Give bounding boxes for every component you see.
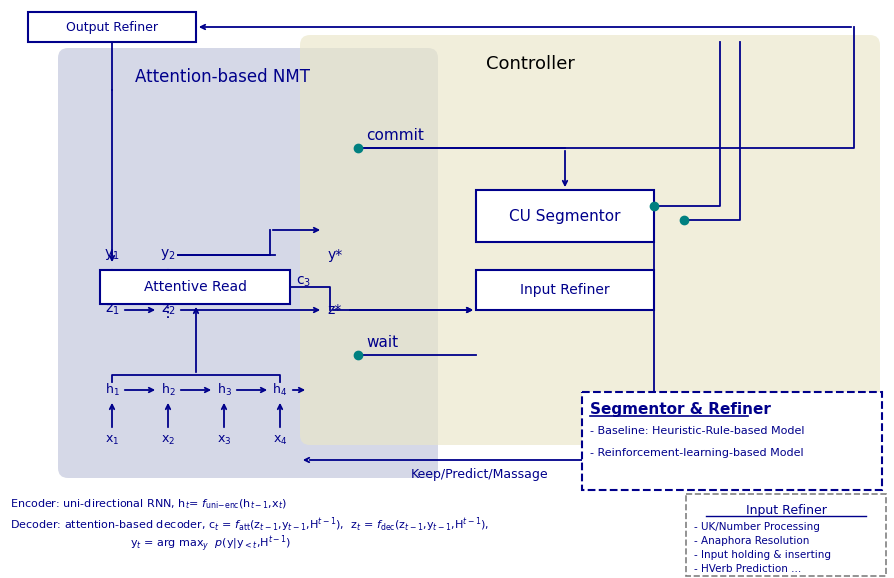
Bar [476,270,654,310]
FancyBboxPatch shape [300,35,880,445]
Text: h$_4$: h$_4$ [273,382,288,398]
Bar [100,270,290,304]
Text: - Anaphora Resolution: - Anaphora Resolution [694,536,809,546]
Text: CU Segmentor: CU Segmentor [510,209,620,224]
Bar [686,494,886,576]
Text: x$_4$: x$_4$ [273,434,287,447]
Text: y$_t$ = arg max$_y$  $p$(y|y$_{<t}$,H$^{t-1}$): y$_t$ = arg max$_y$ $p$(y|y$_{<t}$,H$^{t… [130,533,291,554]
Bar [28,12,196,42]
Text: Input Refiner: Input Refiner [520,283,610,297]
Bar [476,190,654,242]
Text: z$_1$: z$_1$ [105,303,119,317]
Text: Output Refiner: Output Refiner [66,20,158,34]
Text: z*: z* [328,303,342,317]
Text: - Input holding & inserting: - Input holding & inserting [694,550,831,560]
Text: h$_2$: h$_2$ [161,382,175,398]
Text: commit: commit [366,128,424,143]
Text: Attention-based NMT: Attention-based NMT [135,68,310,86]
Text: h$_3$: h$_3$ [216,382,232,398]
Text: y*: y* [327,248,342,262]
Text: x$_3$: x$_3$ [217,434,232,447]
Text: - Reinforcement-learning-based Model: - Reinforcement-learning-based Model [590,448,804,458]
Text: x$_2$: x$_2$ [161,434,175,447]
Text: y$_2$: y$_2$ [160,247,176,262]
Text: c$_3$: c$_3$ [296,275,311,289]
Text: Input Refiner: Input Refiner [746,504,826,517]
Text: x$_1$: x$_1$ [105,434,119,447]
Text: Decoder: attention-based decoder, c$_t$ = $f_{\rm att}$(z$_{t-1}$,y$_{t-1}$,H$^{: Decoder: attention-based decoder, c$_t$ … [10,515,489,533]
Text: y$_1$: y$_1$ [105,247,120,262]
Text: Controller: Controller [485,55,575,73]
Text: h$_1$: h$_1$ [105,382,120,398]
Text: - UK/Number Processing: - UK/Number Processing [694,522,820,532]
Text: wait: wait [366,335,398,350]
Bar [582,392,882,490]
Text: - Baseline: Heuristic-Rule-based Model: - Baseline: Heuristic-Rule-based Model [590,426,805,436]
Text: - HVerb Prediction ...: - HVerb Prediction ... [694,564,801,574]
Text: Attentive Read: Attentive Read [144,280,247,294]
Text: Segmentor & Refiner: Segmentor & Refiner [590,402,771,417]
Text: Keep/Predict/Massage: Keep/Predict/Massage [411,468,549,481]
Text: z$_2$: z$_2$ [161,303,175,317]
FancyBboxPatch shape [58,48,438,478]
Text: Encoder: uni-directional RNN, h$_t$= $f_{\rm uni\!-\!enc}$(h$_{t-1}$,x$_t$): Encoder: uni-directional RNN, h$_t$= $f_… [10,497,287,510]
